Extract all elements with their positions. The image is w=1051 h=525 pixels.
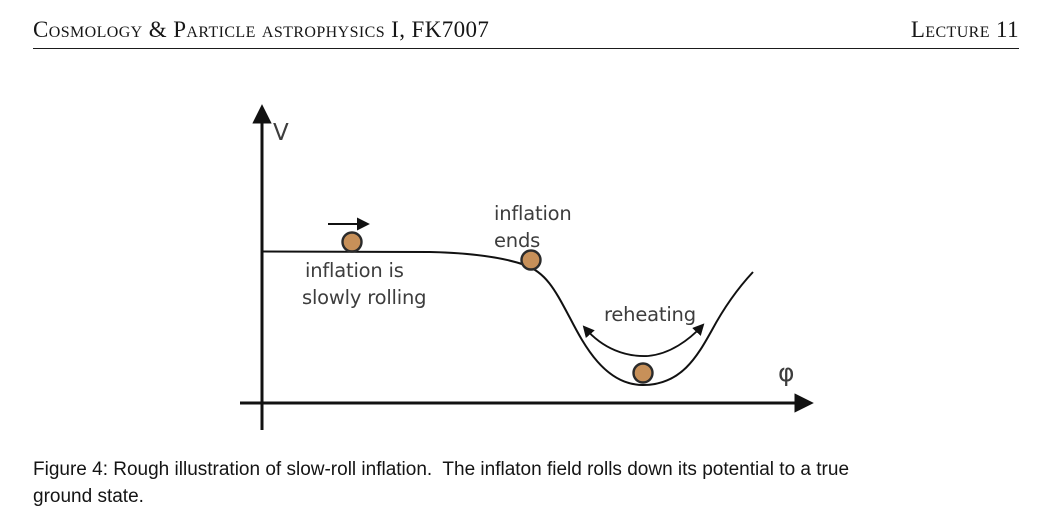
y-axis-label: V — [273, 120, 289, 146]
x-axis-label: φ — [778, 358, 795, 387]
slow-roll-label-line2: slowly rolling — [302, 286, 426, 309]
page-header: Cosmology & Particle astrophysics I, FK7… — [33, 17, 1019, 49]
course-title: Cosmology & Particle astrophysics I, FK7… — [33, 17, 490, 42]
caption-line-1: Figure 4: Rough illustration of slow-rol… — [33, 459, 850, 480]
slow-roll-label-line1: inflation is — [305, 259, 404, 282]
potential-curve — [261, 250, 754, 387]
lecture-number: Lecture 11 — [910, 17, 1019, 42]
inflaton-ball-inflation-ends — [520, 249, 542, 271]
caption-line-2: ground state. — [33, 486, 144, 507]
inflation-ends-label-line1: inflation — [494, 202, 572, 225]
reheating-label: reheating — [604, 303, 696, 326]
inflaton-ball-ground-state — [632, 362, 654, 384]
inflaton-ball-slow-roll — [341, 231, 363, 253]
reheating-oscillation-arrow — [582, 323, 705, 357]
inflation-ends-label-line2: ends — [494, 229, 540, 252]
figure-caption: Figure 4: Rough illustration of slow-rol… — [33, 456, 1018, 510]
